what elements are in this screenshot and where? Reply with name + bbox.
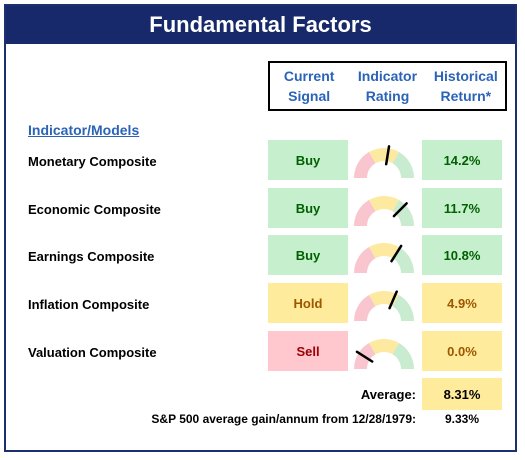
gauge-green-zone <box>392 247 414 273</box>
row-economic: Economic Composite Buy 11.7% <box>6 188 515 230</box>
row-label: Monetary Composite <box>28 153 157 169</box>
row-label: Economic Composite <box>28 201 161 217</box>
gauge-red-zone <box>354 152 376 178</box>
header-indicator-rating-line2: Rating <box>365 88 410 104</box>
header-indicator-rating-line1: Indicator <box>357 68 418 84</box>
gauge-green-zone <box>392 295 414 321</box>
header-current-signal: Current Signal <box>270 63 348 109</box>
gauge-needle <box>388 290 398 310</box>
gauge-green-zone <box>392 152 414 178</box>
gauge-red-zone <box>354 295 376 321</box>
header-indicator-rating: Indicator Rating <box>348 63 426 109</box>
gauge-needle <box>390 244 403 263</box>
gauge-green-zone <box>392 343 414 369</box>
return-value: 11.7% <box>422 188 502 228</box>
gauge-red-zone <box>354 200 376 226</box>
signal-badge: Hold <box>268 283 348 323</box>
return-value: 0.0% <box>422 331 502 371</box>
header-current-signal-line1: Current <box>283 68 335 84</box>
row-earnings: Earnings Composite Buy 10.8% <box>6 235 515 277</box>
gauge-needle <box>355 350 374 363</box>
signal-badge: Buy <box>268 235 348 275</box>
rating-gauge <box>354 196 414 226</box>
row-label: Inflation Composite <box>28 296 150 312</box>
gauge-green-zone <box>392 200 414 226</box>
row-label: Earnings Composite <box>28 248 155 264</box>
header-historical-return: Historical Return* <box>427 63 505 109</box>
rating-gauge <box>354 243 414 273</box>
return-value: 4.9% <box>422 283 502 323</box>
rating-gauge <box>354 339 414 369</box>
row-valuation: Valuation Composite Sell 0.0% <box>6 331 515 373</box>
gauge-yellow-zone <box>369 243 399 259</box>
row-inflation: Inflation Composite Hold 4.9% <box>6 283 515 325</box>
sp500-label: S&P 500 average gain/annum from 12/28/19… <box>151 412 416 426</box>
header-historical-return-line1: Historical <box>433 68 498 84</box>
rating-gauge <box>354 145 414 178</box>
return-value: 14.2% <box>422 140 502 180</box>
page-title: Fundamental Factors <box>6 6 515 44</box>
gauge-yellow-zone <box>369 339 399 355</box>
header-historical-return-line2: Return* <box>440 88 492 104</box>
average-value: 8.31% <box>422 378 502 410</box>
gauge-yellow-zone <box>369 196 399 212</box>
return-value: 10.8% <box>422 235 502 275</box>
gauge-yellow-zone <box>369 148 399 164</box>
fundamental-factors-panel: Fundamental Factors Current Signal Indic… <box>4 4 517 452</box>
row-label: Valuation Composite <box>28 344 157 360</box>
rating-gauge <box>354 290 414 321</box>
gauge-needle <box>392 202 408 218</box>
section-label: Indicator/Models <box>28 122 140 138</box>
gauge-red-zone <box>354 247 376 273</box>
column-header-box: Current Signal Indicator Rating Historic… <box>268 61 507 111</box>
header-current-signal-line2: Signal <box>288 88 331 104</box>
signal-badge: Buy <box>268 188 348 228</box>
signal-badge: Sell <box>268 331 348 371</box>
row-monetary: Monetary Composite Buy 14.2% <box>6 140 515 182</box>
signal-badge: Buy <box>268 140 348 180</box>
gauge-needle <box>384 145 391 166</box>
average-label: Average: <box>360 387 416 402</box>
sp500-value: 9.33% <box>444 412 480 426</box>
